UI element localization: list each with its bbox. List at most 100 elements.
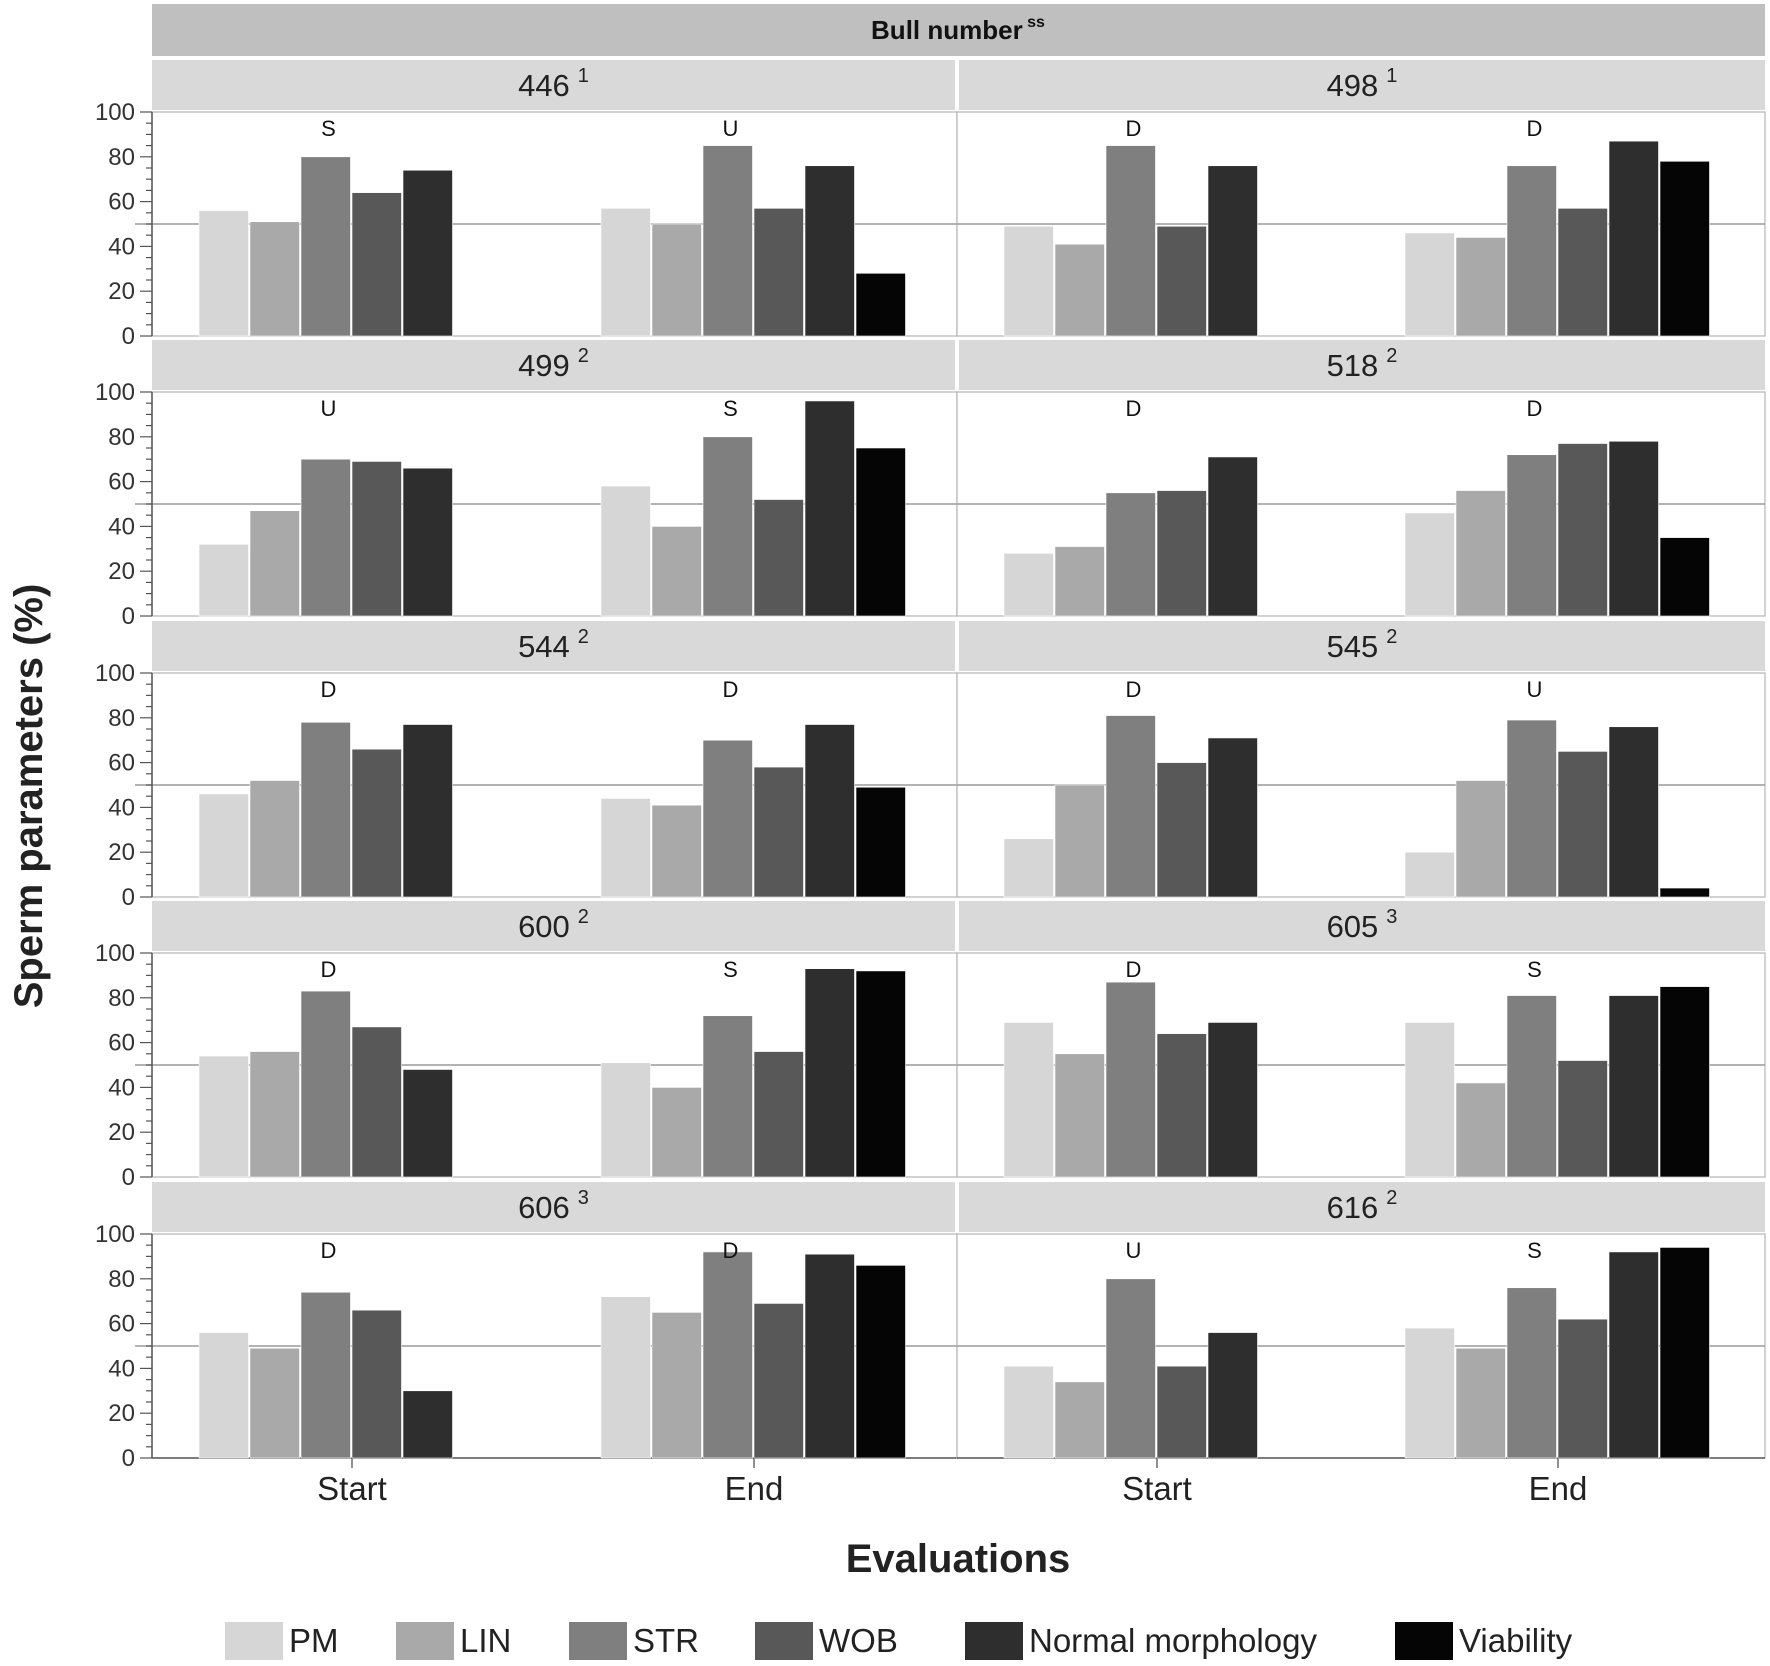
bar-600-start-wob — [351, 1026, 402, 1178]
y-tick-label: 40 — [108, 233, 135, 260]
bar-499-start-str — [300, 458, 351, 617]
bar-605-end-str — [1506, 995, 1557, 1178]
bar-499-start-lin — [249, 510, 300, 617]
bar-544-start-str — [300, 721, 351, 898]
bull-group-superscript: 1 — [1386, 65, 1397, 87]
bar-498-end-viability — [1659, 160, 1710, 337]
y-tick-label: 20 — [108, 1400, 135, 1427]
bar-518-end-pm — [1404, 512, 1455, 617]
bar-446-start-str — [300, 156, 351, 337]
bar-446-end-normal-morphology — [804, 165, 855, 337]
bar-498-start-str — [1105, 145, 1156, 337]
panel-title-616: 616 2 — [1327, 1187, 1398, 1225]
legend-item-pm: PM — [225, 1622, 339, 1660]
bar-605-end-viability — [1659, 986, 1710, 1178]
panel-title-544: 544 2 — [518, 626, 589, 664]
bar-446-end-viability — [855, 272, 906, 337]
x-tick-label-start: Start — [1122, 1470, 1192, 1507]
classification-letter-606-start: D — [321, 1238, 337, 1263]
bar-545-start-str — [1105, 715, 1156, 898]
bar-498-end-wob — [1557, 208, 1608, 337]
panel-title-600: 600 2 — [518, 906, 589, 944]
y-tick-label: 20 — [108, 278, 135, 305]
y-tick-label: 60 — [108, 189, 135, 216]
classification-letter-600-end: S — [723, 957, 738, 982]
bar-545-end-str — [1506, 719, 1557, 898]
bar-499-start-wob — [351, 461, 402, 617]
y-tick-label: 80 — [108, 424, 135, 451]
bar-446-start-wob — [351, 192, 402, 337]
bar-518-end-lin — [1455, 490, 1506, 617]
x-tick-label-end: End — [1529, 1470, 1588, 1507]
bar-616-start-pm — [1003, 1365, 1054, 1459]
y-tick-label: 20 — [108, 839, 135, 866]
panel-title-518: 518 2 — [1327, 345, 1398, 383]
bar-545-end-wob — [1557, 751, 1608, 898]
bar-518-start-wob — [1156, 490, 1207, 617]
bar-498-end-lin — [1455, 237, 1506, 337]
bull-number-label: 446 — [518, 68, 570, 103]
bar-499-end-str — [702, 436, 753, 617]
bar-544-end-lin — [651, 804, 702, 898]
legend-swatch — [396, 1622, 454, 1660]
y-tick-label: 0 — [122, 1164, 135, 1191]
bar-498-end-normal-morphology — [1608, 140, 1659, 337]
panel-title-446: 446 1 — [518, 65, 589, 103]
y-tick-label: 80 — [108, 1266, 135, 1293]
bar-616-end-normal-morphology — [1608, 1251, 1659, 1459]
y-tick-label: 80 — [108, 705, 135, 732]
legend-item-viability: Viability — [1395, 1622, 1573, 1660]
bar-616-start-str — [1105, 1278, 1156, 1459]
panel-strip-616 — [959, 1182, 1765, 1232]
legend-label: Normal morphology — [1029, 1622, 1317, 1659]
bar-616-end-lin — [1455, 1347, 1506, 1459]
bar-545-end-pm — [1404, 851, 1455, 898]
bar-518-start-str — [1105, 492, 1156, 617]
y-tick-label: 40 — [108, 1355, 135, 1382]
classification-letter-518-start: D — [1126, 396, 1142, 421]
bar-606-end-lin — [651, 1312, 702, 1459]
panel-title-606: 606 3 — [518, 1187, 589, 1225]
legend-item-normal-morphology: Normal morphology — [965, 1622, 1317, 1660]
bar-545-start-lin — [1054, 784, 1105, 898]
bull-number-label: 606 — [518, 1190, 570, 1225]
y-tick-label: 40 — [108, 794, 135, 821]
legend-item-wob: WOB — [755, 1622, 898, 1660]
bar-518-end-str — [1506, 454, 1557, 617]
legend-item-str: STR — [569, 1622, 699, 1660]
y-tick-label: 60 — [108, 469, 135, 496]
classification-letter-518-end: D — [1527, 396, 1543, 421]
bar-545-start-normal-morphology — [1207, 737, 1258, 898]
bar-616-start-normal-morphology — [1207, 1332, 1258, 1459]
bull-group-superscript: 2 — [1386, 1187, 1397, 1209]
bar-446-start-pm — [198, 210, 249, 337]
bar-600-end-str — [702, 1015, 753, 1178]
bar-616-end-wob — [1557, 1318, 1608, 1459]
bar-616-start-wob — [1156, 1365, 1207, 1459]
bar-499-start-normal-morphology — [402, 467, 453, 617]
bar-446-start-normal-morphology — [402, 169, 453, 337]
y-tick-label: 0 — [122, 323, 135, 350]
y-tick-label: 60 — [108, 750, 135, 777]
panel-strip-600 — [152, 901, 955, 951]
classification-letter-616-end: S — [1527, 1238, 1542, 1263]
bar-518-end-wob — [1557, 443, 1608, 617]
chart-title: Bull number ss — [871, 14, 1045, 45]
bull-number-label: 544 — [518, 629, 570, 664]
bar-544-start-pm — [198, 793, 249, 898]
bar-518-end-normal-morphology — [1608, 440, 1659, 617]
bar-616-end-viability — [1659, 1247, 1710, 1459]
y-tick-label: 40 — [108, 1074, 135, 1101]
bar-600-start-lin — [249, 1051, 300, 1178]
bar-616-end-str — [1506, 1287, 1557, 1459]
bar-605-start-normal-morphology — [1207, 1022, 1258, 1178]
y-tick-label: 0 — [122, 1445, 135, 1472]
bar-616-start-lin — [1054, 1381, 1105, 1459]
legend-swatch — [755, 1622, 813, 1660]
bar-498-start-wob — [1156, 225, 1207, 337]
bull-number-label: 518 — [1327, 348, 1379, 383]
bar-545-start-wob — [1156, 762, 1207, 898]
bull-group-superscript: 2 — [578, 906, 589, 928]
